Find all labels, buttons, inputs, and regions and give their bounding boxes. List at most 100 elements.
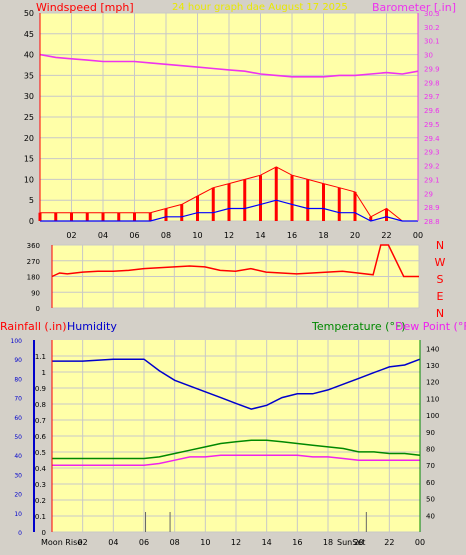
x-tick-label: 06 [129, 231, 139, 240]
y-tick-label: 40 [24, 51, 34, 60]
x-tick-label: 04 [108, 538, 118, 547]
wind-bar [85, 212, 89, 221]
temp-tick-label: 110 [426, 395, 439, 403]
temp-tick-label: 140 [426, 345, 439, 353]
y-tick-label: 0 [36, 305, 40, 313]
dewpoint-axis-title: Dew Point (°F) [395, 320, 466, 333]
dewpoint-line [52, 454, 420, 466]
humidity-tick-label: 40 [14, 453, 22, 460]
humidity-line [52, 358, 421, 410]
baro-axis-title: Barometer [.in] [372, 1, 456, 14]
x-tick-label: 00 [413, 231, 423, 240]
x-tick-label: 18 [318, 231, 328, 240]
y-tick-label: 180 [27, 274, 40, 282]
x-tick-label: 14 [262, 538, 272, 547]
wind-bar [133, 212, 136, 221]
humidity-tick-label: 100 [11, 338, 23, 345]
moon-rise-label: Moon Rise [41, 538, 82, 547]
humidity-tick-label: 30 [14, 472, 22, 479]
temp-tick-label: 90 [426, 429, 435, 437]
rain-tick-label: 0.1 [35, 513, 46, 521]
barometer-series [39, 53, 419, 78]
temp-tick-label: 70 [426, 462, 435, 470]
temp-x-ticks: 02 04 06 08 10 12 14 16 18 20 22 00 [78, 538, 426, 547]
wind-bar [180, 204, 184, 221]
wind-bar [306, 179, 310, 221]
y2-tick-label: 30 [424, 52, 433, 60]
x-tick-label: 02 [78, 538, 88, 547]
y-tick-label: 50 [24, 9, 34, 18]
y-tick-label: 30 [24, 92, 34, 101]
y2-tick-label: 29.6 [424, 107, 440, 115]
compass-letter: E [437, 290, 444, 303]
wind-bar [243, 179, 247, 221]
x-tick-label: 22 [381, 231, 391, 240]
gust-line [40, 199, 418, 222]
wind-bar [385, 208, 388, 221]
y2-tick-label: 28.8 [424, 218, 440, 226]
y2-tick-label: 29.2 [424, 163, 440, 171]
wind-bar [70, 212, 73, 221]
y-tick-label: 45 [24, 30, 34, 39]
wind-bar [164, 208, 168, 221]
rain-axis: 0 0.1 0.2 0.3 0.4 0.5 0.6 0.7 0.8 0.9 1 1.1 [35, 353, 47, 537]
rain-tick-label: 0.9 [35, 385, 46, 393]
humidity-axis: 0 10 20 30 40 50 60 70 80 90 100 [11, 338, 23, 537]
x-tick-label: 12 [231, 538, 241, 547]
y-tick-label: 25 [24, 113, 34, 122]
temperature-axis: 40 50 60 70 80 90 100 110 120 130 140 [426, 345, 439, 520]
x-tick-label: 16 [287, 231, 297, 240]
rain-tick-label: 1.1 [35, 353, 46, 361]
temperature-series [52, 439, 421, 460]
rain-tick-label: 0 [42, 529, 46, 537]
y-tick-label: 15 [24, 155, 34, 164]
compass-letter: N [436, 239, 444, 252]
sun-set-label: SunSet [337, 538, 365, 547]
y-tick-label: 270 [27, 258, 40, 266]
y2-tick-label: 29.4 [424, 135, 440, 143]
direction-axis: 0 90 180 270 360 [27, 242, 40, 313]
barometer-axis: 28.8 28.9 29 29.1 29.2 29.3 29.4 29.5 29.6 29.7 29… [424, 10, 440, 226]
humidity-tick-label: 50 [14, 434, 22, 441]
wind-bar [227, 183, 231, 221]
y-tick-label: 0 [29, 217, 34, 226]
direction-line [51, 244, 419, 278]
x-tick-label: 10 [200, 538, 210, 547]
x-tick-label: 06 [139, 538, 149, 547]
x-tick-label: 08 [170, 538, 180, 547]
humidity-axis-title: Humidity [67, 320, 117, 333]
x-tick-label: 10 [192, 231, 202, 240]
wind-bar [353, 191, 357, 221]
temp-tick-label: 50 [426, 496, 435, 504]
rain-axis-title: Rainfall (.in) [0, 320, 67, 333]
windspeed-series [38, 166, 418, 222]
humidity-series [52, 358, 421, 410]
wind-bar [337, 187, 341, 221]
temp-tick-label: 130 [426, 362, 439, 370]
gust-series [40, 199, 418, 222]
direction-grid [52, 244, 420, 309]
temp-tick-label: 120 [426, 379, 439, 387]
temp-tick-label: 100 [426, 412, 439, 420]
humidity-tick-label: 80 [14, 376, 22, 383]
y-tick-label: 20 [24, 134, 34, 143]
x-tick-label: 14 [255, 231, 265, 240]
x-tick-label: 00 [415, 538, 425, 547]
y-tick-label: 5 [29, 196, 34, 205]
wind-bar [211, 187, 215, 221]
y-tick-label: 360 [27, 242, 40, 250]
y2-tick-label: 29.5 [424, 121, 440, 129]
humidity-tick-label: 70 [14, 396, 22, 403]
wind-bar [196, 196, 199, 221]
barometer-line [39, 53, 419, 78]
wind-bar [259, 175, 262, 221]
x-tick-label: 08 [161, 231, 171, 240]
y2-tick-label: 29.1 [424, 176, 440, 184]
rain-tick-label: 1 [42, 369, 46, 377]
x-tick-label: 18 [323, 538, 333, 547]
humidity-tick-label: 60 [14, 415, 22, 422]
humidity-tick-label: 10 [14, 511, 22, 518]
wind-bar [148, 212, 152, 221]
temp-tick-label: 60 [426, 479, 435, 487]
